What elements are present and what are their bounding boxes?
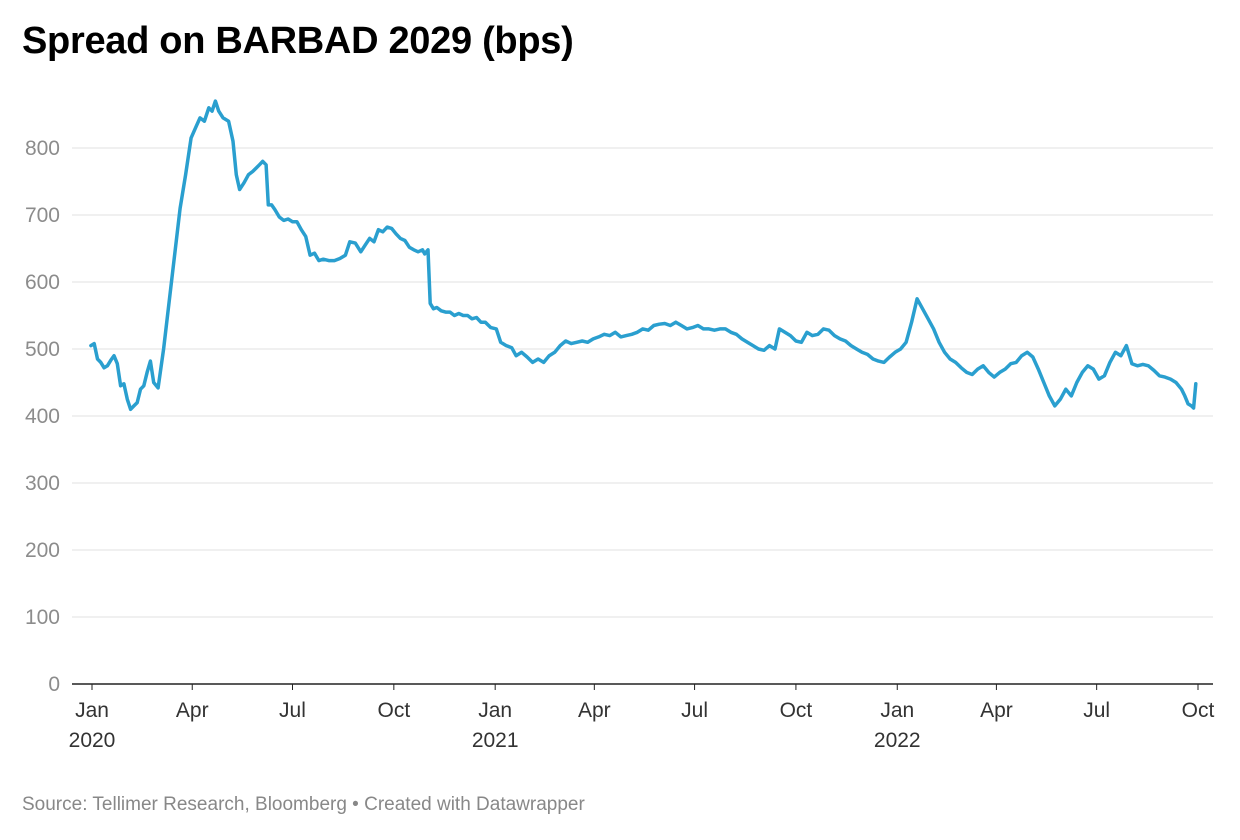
x-tick-label: Jan [478,699,512,722]
y-tick-label: 600 [25,271,60,294]
x-tick-label: Oct [378,699,411,722]
y-axis-ticks: 0 100 200 300 400 500 600 700 800 [25,137,60,696]
source-footer: Source: Tellimer Research, Bloomberg • C… [22,794,585,815]
x-tick-label: Jan [75,699,109,722]
x-tick-label: Apr [578,699,611,722]
y-tick-label: 0 [48,673,60,696]
series-line [89,99,1198,412]
y-tick-label: 700 [25,204,60,227]
x-tick-year-label: 2022 [874,729,921,752]
x-tick-label: Jul [681,699,708,722]
gridlines [72,147,1213,618]
y-tick-label: 100 [25,606,60,629]
x-tick-year-label: 2020 [69,729,116,752]
y-tick-label: 300 [25,472,60,495]
y-tick-label: 400 [25,405,60,428]
y-tick-label: 800 [25,137,60,160]
x-tick-year-label: 2021 [472,729,519,752]
x-axis-ticks: Jan 2020 Apr Jul Oct Jan 2021 Apr Jul Oct Jan 2022 A… [69,684,1215,752]
x-tick-label: Apr [176,699,209,722]
x-tick-label: Jul [1083,699,1110,722]
x-tick-label: Apr [980,699,1013,722]
x-tick-label: Oct [780,699,813,722]
x-tick-label: Oct [1182,699,1215,722]
y-tick-label: 200 [25,539,60,562]
chart-title: Spread on BARBAD 2029 (bps) [22,20,574,62]
x-tick-label: Jan [880,699,914,722]
x-tick-label: Jul [279,699,306,722]
series-layer [89,99,1198,412]
y-tick-label: 500 [25,338,60,361]
